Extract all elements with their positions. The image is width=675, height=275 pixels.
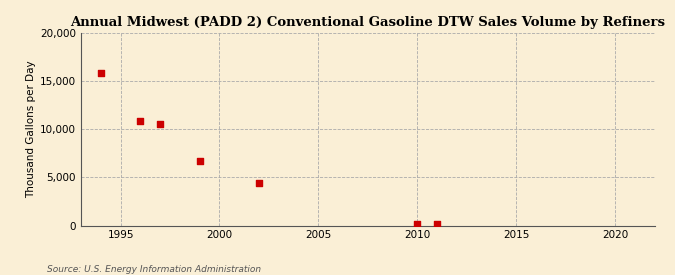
Point	[135, 118, 146, 123]
Point	[155, 122, 165, 127]
Title: Annual Midwest (PADD 2) Conventional Gasoline DTW Sales Volume by Refiners: Annual Midwest (PADD 2) Conventional Gas…	[70, 16, 666, 29]
Point	[95, 71, 106, 76]
Point	[254, 181, 265, 185]
Y-axis label: Thousand Gallons per Day: Thousand Gallons per Day	[26, 60, 36, 198]
Point	[194, 159, 205, 163]
Text: Source: U.S. Energy Information Administration: Source: U.S. Energy Information Administ…	[47, 265, 261, 274]
Point	[412, 221, 423, 226]
Point	[432, 221, 443, 226]
